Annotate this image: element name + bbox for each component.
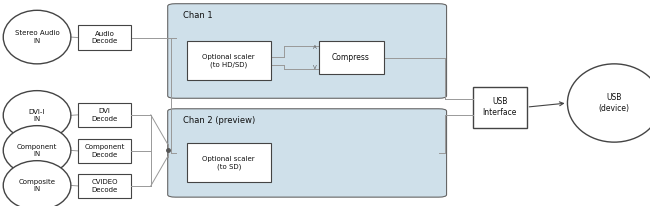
Text: Audio
Decode: Audio Decode	[92, 31, 118, 44]
Ellipse shape	[3, 91, 71, 140]
Text: Optional scaler
(to SD): Optional scaler (to SD)	[203, 156, 255, 170]
Text: DVI
Decode: DVI Decode	[92, 108, 118, 122]
Text: DVI-I
IN: DVI-I IN	[29, 109, 46, 122]
FancyBboxPatch shape	[78, 174, 131, 198]
Text: Chan 1: Chan 1	[183, 11, 213, 20]
FancyBboxPatch shape	[187, 143, 271, 182]
Text: CVIDEO
Decode: CVIDEO Decode	[92, 179, 118, 193]
Text: Chan 2 (preview): Chan 2 (preview)	[183, 116, 255, 125]
Ellipse shape	[3, 10, 71, 64]
Text: USB
Interface: USB Interface	[483, 97, 517, 117]
FancyBboxPatch shape	[168, 4, 447, 98]
Ellipse shape	[3, 126, 71, 175]
Text: V: V	[313, 66, 317, 70]
FancyBboxPatch shape	[168, 109, 447, 197]
FancyBboxPatch shape	[78, 139, 131, 163]
Text: Component
Decode: Component Decode	[84, 144, 125, 158]
Text: Compress: Compress	[332, 53, 370, 62]
Text: Optional scaler
(to HD/SD): Optional scaler (to HD/SD)	[203, 54, 255, 68]
Text: Component
IN: Component IN	[17, 144, 57, 157]
Text: Composite
IN: Composite IN	[19, 179, 55, 192]
Text: A: A	[313, 45, 317, 50]
FancyBboxPatch shape	[78, 25, 131, 50]
FancyBboxPatch shape	[473, 87, 526, 128]
Text: USB
(device): USB (device)	[599, 93, 630, 113]
FancyBboxPatch shape	[187, 41, 271, 80]
Ellipse shape	[3, 161, 71, 206]
Ellipse shape	[567, 64, 650, 142]
FancyBboxPatch shape	[78, 103, 131, 127]
Text: Stereo Audio
IN: Stereo Audio IN	[15, 30, 59, 44]
FancyBboxPatch shape	[318, 41, 384, 74]
